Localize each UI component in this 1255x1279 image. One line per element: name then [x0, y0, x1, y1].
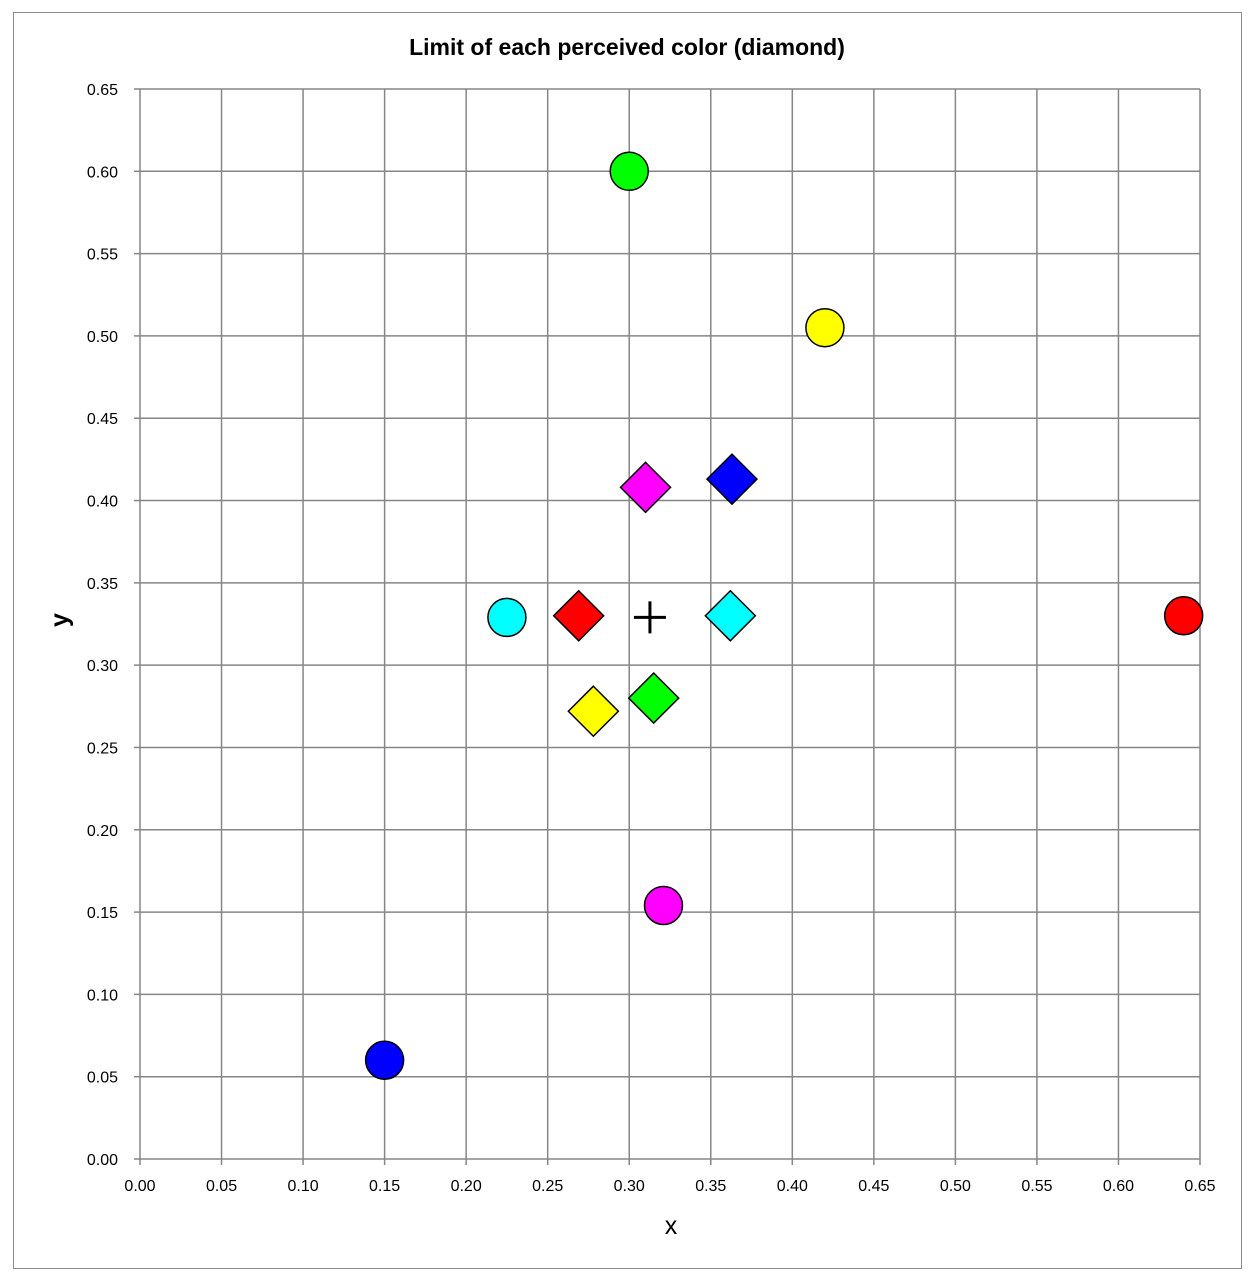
- circle-point: [364, 1040, 405, 1080]
- x-tick-label: 0.55: [1021, 1178, 1052, 1195]
- y-tick-label: 0.50: [87, 329, 118, 346]
- diamond-point: [552, 589, 605, 642]
- circle-point: [487, 597, 527, 638]
- y-tick-labels: 0.00 0.05 0.10 0.15 0.20 0.25 0.30 0.35 0.40 0.45…: [87, 82, 118, 1169]
- x-tick-label: 0.35: [695, 1178, 726, 1195]
- y-tick-label: 0.00: [87, 1152, 118, 1169]
- y-tick-label: 0.40: [87, 494, 118, 511]
- x-tick-label: 0.50: [940, 1178, 971, 1195]
- grid: [134, 88, 1201, 1165]
- y-tick-label: 0.10: [87, 987, 118, 1004]
- y-tick-label: 0.60: [87, 164, 118, 181]
- x-tick-label: 0.10: [288, 1178, 319, 1195]
- x-tick-label: 0.15: [369, 1178, 400, 1195]
- x-axis-label: x: [665, 1212, 678, 1240]
- y-tick-label: 0.65: [87, 82, 118, 99]
- x-tick-label: 0.60: [1103, 1178, 1134, 1195]
- x-tick-label: 0.40: [777, 1178, 808, 1195]
- x-tick-label: 0.00: [124, 1178, 155, 1195]
- y-tick-label: 0.30: [87, 658, 118, 675]
- y-tick-label: 0.15: [87, 905, 118, 922]
- x-tick-label: 0.20: [451, 1178, 482, 1195]
- circle-point: [805, 307, 845, 348]
- diamond-point: [705, 453, 759, 506]
- circle-point: [643, 885, 684, 926]
- y-tick-label: 0.20: [87, 823, 118, 840]
- data-marks: [364, 151, 1204, 1080]
- diamond-point: [567, 685, 620, 738]
- x-tick-label: 0.30: [614, 1178, 645, 1195]
- x-tick-label: 0.45: [858, 1178, 889, 1195]
- x-tick-labels: 0.00 0.05 0.10 0.15 0.20 0.25 0.30 0.35 0.40 0.45…: [124, 1178, 1215, 1195]
- y-tick-label: 0.45: [87, 411, 118, 428]
- circle-point: [1163, 596, 1204, 636]
- diamond-point: [704, 589, 757, 642]
- y-tick-label: 0.55: [87, 247, 118, 264]
- circle-point: [609, 151, 649, 192]
- y-tick-label: 0.35: [87, 576, 118, 593]
- white-point-cross: [633, 601, 666, 634]
- chart-title: Limit of each perceived color (diamond): [409, 34, 845, 60]
- x-tick-label: 0.65: [1184, 1178, 1215, 1195]
- y-tick-label: 0.05: [87, 1070, 118, 1087]
- diamond-point: [627, 672, 680, 725]
- diamond-point: [619, 461, 672, 514]
- x-tick-label: 0.25: [532, 1178, 563, 1195]
- x-tick-label: 0.05: [206, 1178, 237, 1195]
- y-tick-label: 0.25: [87, 740, 118, 757]
- y-axis-label: y: [46, 613, 74, 627]
